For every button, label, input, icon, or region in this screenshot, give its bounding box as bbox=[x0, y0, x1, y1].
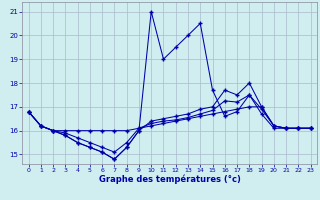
X-axis label: Graphe des températures (°c): Graphe des températures (°c) bbox=[99, 175, 241, 184]
